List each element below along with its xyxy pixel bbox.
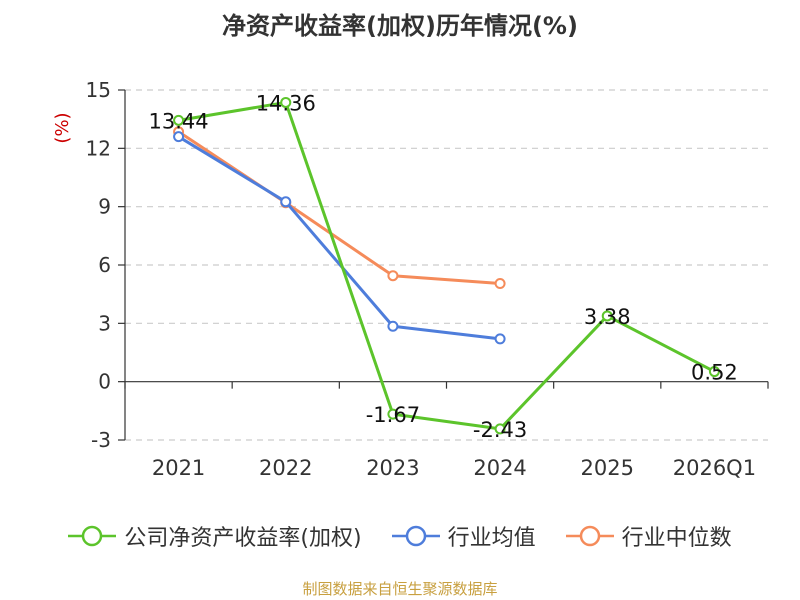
legend: 公司净资产收益率(加权) 行业均值 行业中位数 <box>0 520 800 552</box>
x-tick-label: 2024 <box>473 456 526 480</box>
legend-label-company: 公司净资产收益率(加权) <box>124 526 362 551</box>
legend-swatch-company <box>68 525 117 547</box>
x-tick-label: 2025 <box>581 456 634 480</box>
y-tick-label: 3 <box>98 311 111 335</box>
y-tick-label: -3 <box>91 428 111 452</box>
data-source: 制图数据来自恒生聚源数据库 <box>302 580 498 598</box>
data-label: 0.52 <box>691 361 738 385</box>
y-tick-label: 15 <box>86 78 111 102</box>
data-label: 14.36 <box>256 91 316 115</box>
y-tick-label: 9 <box>98 195 111 219</box>
data-point <box>494 333 506 345</box>
legend-item-company[interactable]: 公司净资产收益率(加权) <box>68 520 362 552</box>
data-point <box>173 131 185 143</box>
data-point <box>387 408 399 420</box>
series-line <box>177 130 501 285</box>
chart-title: 净资产收益率(加权)历年情况(%) <box>222 12 578 40</box>
legend-label-industry-mean: 行业均值 <box>447 526 536 551</box>
data-label: 3.38 <box>584 305 631 329</box>
x-tick-label: 2023 <box>366 456 419 480</box>
series-line <box>178 100 716 431</box>
data-point <box>708 366 720 378</box>
data-point <box>494 277 506 289</box>
y-axis-label: (%) <box>52 112 73 143</box>
data-label: -2.43 <box>473 418 527 442</box>
legend-label-industry-median: 行业中位数 <box>621 526 732 551</box>
data-point <box>280 96 292 108</box>
legend-item-industry-mean[interactable]: 行业均值 <box>391 520 536 552</box>
y-tick-label: 6 <box>98 253 111 277</box>
legend-swatch-industry-mean <box>391 525 440 547</box>
data-point <box>387 270 399 282</box>
data-label: -1.67 <box>366 403 420 427</box>
data-label: 13.44 <box>149 109 209 133</box>
y-tick-label: 12 <box>86 136 111 160</box>
data-point <box>173 114 185 126</box>
y-tick-label: 0 <box>98 370 111 394</box>
x-tick-label: 2022 <box>259 456 312 480</box>
x-tick-label: 2021 <box>152 456 205 480</box>
data-point <box>280 196 292 208</box>
series-line <box>177 135 501 341</box>
legend-swatch-industry-median <box>565 525 614 547</box>
x-tick-label: 2026Q1 <box>673 456 756 480</box>
data-point <box>601 310 613 322</box>
data-point <box>387 320 399 332</box>
legend-item-industry-median[interactable]: 行业中位数 <box>565 520 732 552</box>
data-point <box>494 423 506 435</box>
